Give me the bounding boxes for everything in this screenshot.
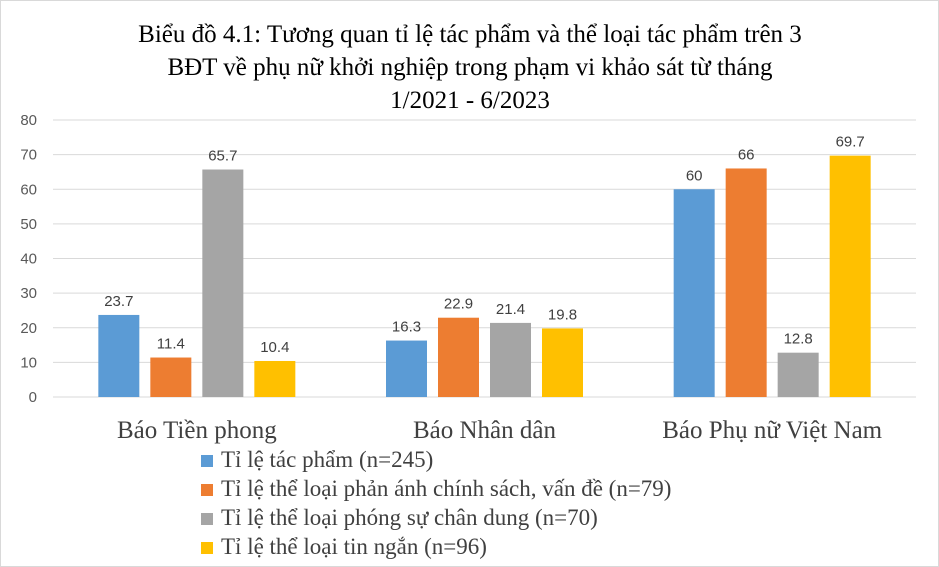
chart-title-line: Biểu đồ 4.1: Tương quan tỉ lệ tác phẩm v… xyxy=(138,21,802,48)
data-label: 22.9 xyxy=(444,296,473,313)
y-tick-label: 80 xyxy=(20,112,37,129)
bar xyxy=(542,328,583,397)
bar xyxy=(490,322,531,397)
bar xyxy=(673,189,715,397)
x-category-label: Báo Nhân dân xyxy=(413,417,557,444)
legend-swatch xyxy=(201,513,213,525)
data-labels: 23.7 11.4 65.7 10.4 16.3 22.9 21.4 19.8 60 66 12.8… xyxy=(104,134,865,356)
bar xyxy=(98,314,140,397)
y-tick-label: 70 xyxy=(20,147,37,164)
bar xyxy=(150,357,192,397)
data-label: 16.3 xyxy=(392,319,421,336)
y-tick-label: 60 xyxy=(20,181,37,198)
bar xyxy=(777,352,819,397)
x-category-label: Báo Tiền phong xyxy=(117,417,277,444)
bar xyxy=(254,360,296,397)
legend-entry: Tỉ lệ tác phẩm (n=245) xyxy=(221,447,433,472)
y-tick-label: 30 xyxy=(20,285,37,302)
gridlines xyxy=(53,119,916,398)
data-label: 60 xyxy=(686,167,703,184)
data-label: 65.7 xyxy=(208,148,237,165)
bar xyxy=(386,340,427,397)
data-label: 21.4 xyxy=(496,301,525,318)
bar xyxy=(438,317,479,397)
legend-entry: Tỉ lệ thể loại phóng sự chân dung (n=70) xyxy=(221,505,598,530)
data-label: 10.4 xyxy=(260,339,289,356)
chart-title-line: BĐT về phụ nữ khởi nghiệp trong phạm vi … xyxy=(167,54,773,81)
data-label: 66 xyxy=(738,146,755,163)
data-label: 12.8 xyxy=(784,331,813,348)
y-tick-label: 20 xyxy=(20,320,37,337)
legend-entry: Tỉ lệ thể loại phản ánh chính sách, vấn … xyxy=(221,476,671,501)
y-tick-label: 50 xyxy=(20,216,37,233)
bar xyxy=(829,155,871,397)
legend: Tỉ lệ tác phẩm (n=245) Tỉ lệ thể loại phả… xyxy=(201,447,671,559)
legend-swatch xyxy=(201,455,213,467)
y-tick-label: 0 xyxy=(29,389,37,406)
data-label: 19.8 xyxy=(548,306,577,323)
bars xyxy=(98,155,871,397)
bar xyxy=(725,168,767,397)
chart-title: Biểu đồ 4.1: Tương quan tỉ lệ tác phẩm v… xyxy=(138,21,802,114)
x-category-label: Báo Phụ nữ Việt Nam xyxy=(662,417,882,444)
legend-swatch xyxy=(201,542,213,554)
bar xyxy=(202,169,244,397)
y-axis-ticks: 0 10 20 30 40 50 60 70 80 xyxy=(20,112,37,406)
data-label: 69.7 xyxy=(836,134,865,151)
x-axis-categories: Báo Tiền phong Báo Nhân dân Báo Phụ nữ Việ… xyxy=(117,417,883,444)
y-tick-label: 10 xyxy=(20,354,37,371)
data-label: 11.4 xyxy=(157,336,185,353)
chart-title-line: 1/2021 - 6/2023 xyxy=(390,87,550,114)
legend-entry: Tỉ lệ thể loại tin ngắn (n=96) xyxy=(221,534,487,559)
data-label: 23.7 xyxy=(104,293,133,310)
y-tick-label: 40 xyxy=(20,251,37,268)
legend-swatch xyxy=(201,484,213,496)
